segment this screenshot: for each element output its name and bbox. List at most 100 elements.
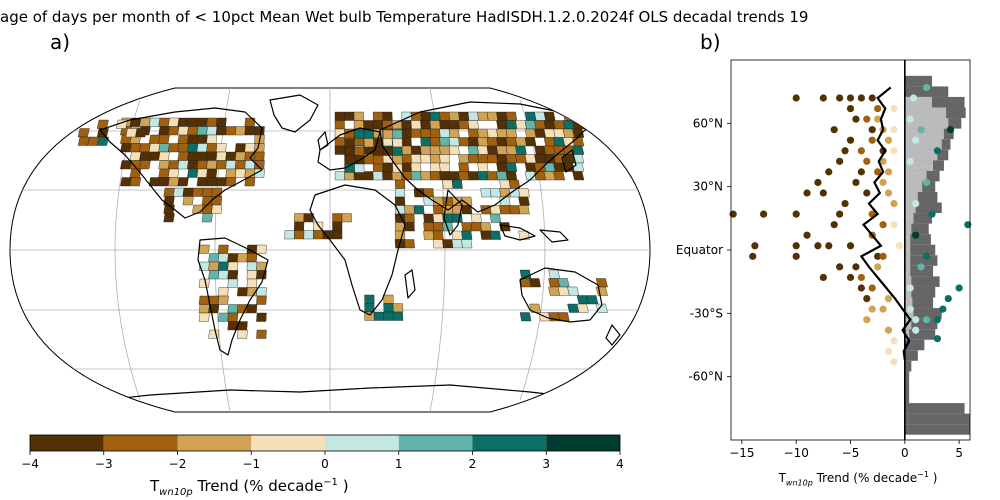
trend-cell [467,111,479,121]
trend-cell [206,126,218,136]
trend-cell [246,304,258,314]
trend-cell [177,160,189,170]
trend-cell [543,145,556,155]
trend-point [792,252,800,260]
trend-cell [401,137,412,147]
trend-cell [217,287,229,297]
trend-cell [148,134,161,144]
trend-cell [429,128,441,138]
trend-cell [534,154,546,164]
trend-cell [225,177,237,187]
trend-cell [341,213,352,223]
coverage-bar-valid [904,255,911,266]
trend-cell [237,329,248,339]
trend-point [819,189,827,197]
trend-cell [158,168,170,178]
trend-cell [163,204,175,214]
trend-point [922,83,931,92]
trend-cell [429,137,441,147]
trend-cell [439,120,451,130]
trend-cell [187,134,199,144]
trend-cell [548,278,560,288]
trend-cell [225,151,237,161]
trend-cell [120,177,132,187]
trend-cell [439,171,451,181]
trend-point [884,326,893,334]
trend-cell [177,117,189,127]
trend-point [857,94,865,102]
trend-point [912,136,920,144]
trend-point [874,115,882,123]
trend-point [841,199,849,208]
trend-cell [489,188,502,198]
trend-point [852,263,860,271]
trend-cell [543,137,556,147]
trend-point [852,115,860,123]
trend-cell [303,213,314,223]
colorbar-swatch [30,435,104,451]
coverage-bar-valid [904,118,949,129]
trend-cell [429,111,441,121]
trend-cell [548,286,560,296]
trend-cell [201,187,213,197]
trend-cell [158,117,170,127]
figure-title: age of days per month of < 10pct Mean We… [0,8,809,26]
trend-cell [332,221,343,231]
trend-cell [139,143,151,153]
trend-cell [198,304,210,314]
trend-cell [353,171,364,181]
trend-point [890,221,898,229]
colorbar-tick-label: 0 [321,457,329,471]
y-tick-label: -60°N [688,370,723,384]
trend-cell [294,221,305,231]
trend-point [906,157,914,165]
trend-cell [572,111,585,121]
trend-cell [429,120,441,130]
trend-cell [534,111,546,121]
trend-cell [420,171,431,181]
trend-cell [256,329,267,339]
trend-cell [486,171,498,181]
trend-cell [372,120,384,130]
coverage-bar-all [904,96,965,108]
trend-cell [505,111,518,121]
trend-point [939,305,947,313]
trend-cell [383,311,394,321]
trend-cell [206,160,218,170]
trend-cell [410,120,422,130]
coverage-bar-all [904,265,934,277]
trend-cell [332,213,343,223]
trend-cell [246,253,258,263]
trend-cell [420,111,431,121]
trend-point [874,263,882,271]
trend-cell [256,312,267,322]
trend-cell [187,168,199,178]
colorbar-swatch [251,435,325,451]
zonal-panel-b: −15 −10 −5 0 5 60°N 30°N Equator -30°S -60°N [676,59,972,460]
trend-cell [524,111,537,121]
coverage-bar-all [904,223,929,235]
trend-point [792,210,800,218]
trend-point [868,284,876,292]
trend-cell [505,137,518,147]
trend-cell [294,230,305,240]
trend-cell [244,177,256,187]
trend-point [825,242,833,250]
trend-cell [499,179,511,189]
trend-cell [423,213,434,223]
trend-point [846,242,855,250]
trend-point [912,326,920,334]
trend-cell [486,145,498,155]
trend-cell [363,120,374,130]
trend-cell [129,168,142,178]
coverage-bar-valid [904,107,947,119]
x-tick-label: 5 [955,446,963,460]
trend-cell [467,128,479,138]
trend-cell [451,230,463,240]
trend-cell [129,143,142,153]
trend-cell [524,128,537,138]
trend-point [906,305,914,313]
trend-cell [458,137,470,147]
y-tick-label: 60°N [693,116,723,130]
trend-point [846,136,855,144]
